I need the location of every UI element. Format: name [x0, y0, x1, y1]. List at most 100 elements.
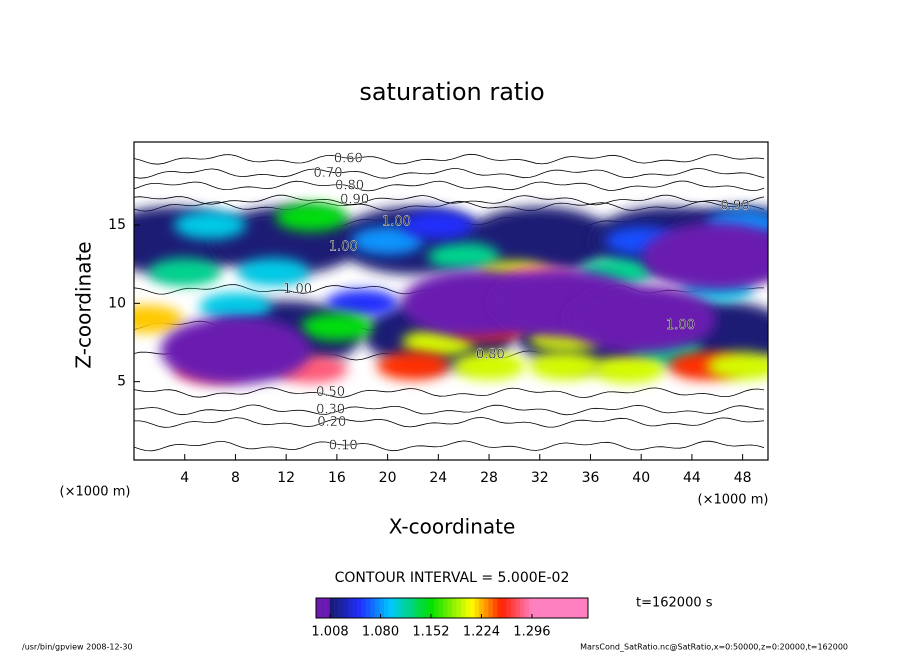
colorbar-cell — [438, 598, 444, 618]
field-cell — [402, 211, 475, 240]
y-unit-label: (×1000 m) — [60, 485, 131, 500]
colorbar-tick-label: 1.008 — [311, 625, 348, 640]
colorbar-cell — [365, 598, 371, 618]
contour-label: 1.00 — [382, 214, 411, 229]
colorbar-cell — [529, 598, 534, 618]
colorbar-cell — [393, 598, 398, 618]
footer-left: /usr/bin/gpview 2008-12-30 — [22, 643, 133, 652]
colorbar-cell — [352, 598, 358, 618]
x-tick-label: 24 — [429, 470, 447, 486]
contour-label: 0.90 — [340, 192, 369, 207]
field-cell — [453, 352, 526, 381]
colorbar-cell — [325, 598, 330, 618]
colorbar-tick-label: 1.152 — [412, 625, 449, 640]
field-cell — [237, 258, 310, 287]
colorbar-cell — [384, 598, 389, 618]
y-axis-label: Z-coordinate — [72, 241, 96, 368]
contour-line — [134, 404, 765, 416]
contour-line — [134, 180, 765, 192]
x-tick-label: 48 — [734, 470, 752, 486]
colorbar-cell — [442, 598, 448, 618]
colorbar-cell — [479, 598, 485, 618]
colorbar-cell — [424, 598, 430, 618]
contour-label: 0.80 — [335, 178, 364, 193]
colorbar-cell — [488, 598, 494, 618]
colorbar-cell — [406, 598, 412, 618]
field-cell — [351, 226, 424, 255]
colorbar-cell — [578, 598, 584, 618]
x-tick-label: 36 — [582, 470, 600, 486]
field-cell — [174, 211, 247, 240]
colorbar-cell — [452, 598, 457, 618]
contour-label: 0.30 — [316, 402, 345, 417]
colorbar-cell — [316, 598, 321, 618]
field-cell — [326, 289, 399, 318]
colorbar-cell — [411, 598, 417, 618]
contour-interval: CONTOUR INTERVAL = 5.000E-02 — [335, 570, 570, 586]
time-label: t=162000 s — [636, 596, 713, 611]
x-tick-label: 12 — [277, 470, 295, 486]
colorbar-cell — [506, 598, 512, 618]
colorbar-cell — [524, 598, 530, 618]
plot-frame — [133, 141, 769, 461]
colorbar-cell — [497, 598, 503, 618]
colorbar-cell — [474, 598, 480, 618]
field-cell — [199, 292, 272, 321]
colorbar-tick-label: 1.224 — [463, 625, 500, 640]
field-cell — [592, 355, 665, 384]
contour-label: 0.50 — [316, 385, 345, 400]
colorbar-cell — [470, 598, 475, 618]
x-tick-label: 8 — [231, 470, 240, 486]
field-cell — [464, 206, 615, 275]
x-tick-label: 44 — [683, 470, 701, 486]
colorbar-cell — [370, 598, 376, 618]
field-cell — [427, 242, 500, 271]
colorbar-cell — [538, 598, 543, 618]
colorbar-cell — [465, 598, 471, 618]
field-cell — [642, 222, 768, 291]
field-cell — [160, 316, 311, 385]
colorbar-cell — [483, 598, 489, 618]
contour-line — [134, 440, 765, 452]
field-cell — [706, 352, 768, 381]
contour-label: 0.10 — [329, 438, 358, 453]
x-axis-label: X-coordinate — [389, 515, 516, 539]
field-cell — [529, 352, 602, 381]
colorbar-cell — [388, 598, 394, 618]
colorbar-cell — [420, 598, 426, 618]
field-cell — [134, 305, 183, 334]
y-tick-label: 15 — [108, 217, 126, 233]
colorbar-cell — [447, 598, 453, 618]
plot-area: 0.600.700.800.901.001.001.000.901.000.80… — [134, 152, 768, 454]
colorbar-cell — [379, 598, 385, 618]
y-tick-label: 5 — [117, 374, 126, 390]
colorbar-cell — [510, 598, 516, 618]
colorbar-frame — [315, 597, 589, 619]
colorbar-cell — [520, 598, 525, 618]
x-tick-label: 28 — [480, 470, 498, 486]
contour-label: 0.80 — [476, 348, 505, 363]
colorbar-cell — [456, 598, 462, 618]
colorbar-cell — [343, 598, 349, 618]
y-tick-label: 10 — [108, 295, 126, 311]
colorbar-cell — [461, 598, 466, 618]
colorbar-cell — [551, 598, 557, 618]
colorbar-cell — [338, 598, 344, 618]
colorbar-cell — [547, 598, 553, 618]
colorbar-tick-label: 1.296 — [513, 625, 550, 640]
colorbar-cell — [429, 598, 435, 618]
colorbar-cell — [347, 598, 353, 618]
x-tick-label: 40 — [632, 470, 650, 486]
contour-label: 1.00 — [283, 282, 312, 297]
contour-label: 1.00 — [329, 239, 358, 254]
colorbar-cell — [583, 598, 589, 618]
field-cell — [566, 285, 717, 354]
field-cell — [376, 352, 449, 381]
chart-title: saturation ratio — [359, 78, 544, 106]
x-tick-label: 32 — [531, 470, 549, 486]
colorbar-cell — [320, 598, 326, 618]
colorbar-cell — [334, 598, 339, 618]
colorbar-cell — [501, 598, 507, 618]
colorbar-cell — [565, 598, 571, 618]
